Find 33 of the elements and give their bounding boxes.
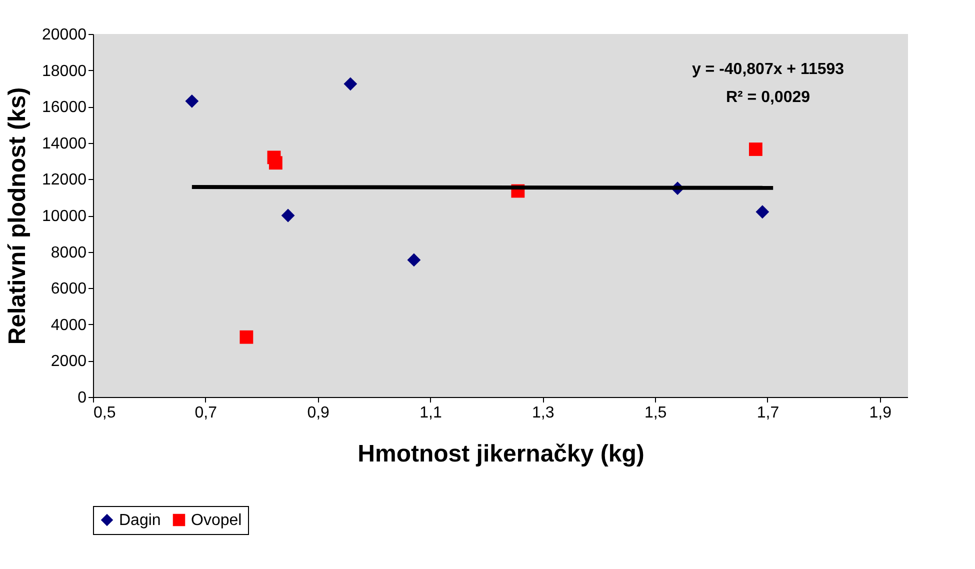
x-tick-label: 0,7 [194, 404, 218, 422]
point [281, 208, 295, 222]
legend-label: Dagin [119, 512, 161, 529]
x-axis-title: Hmotnost jikernačky (kg) [358, 440, 644, 468]
legend-label: Ovopel [191, 512, 242, 529]
x-tick-label: 1,1 [420, 404, 442, 422]
point [344, 77, 358, 91]
point [185, 94, 199, 108]
point [240, 330, 254, 344]
x-tick-label: 1,7 [756, 404, 780, 422]
x-tick-label: 1,3 [532, 404, 554, 422]
annotation: y = -40,807x + 11593 [692, 61, 844, 78]
y-tick-label: 18000 [42, 62, 87, 80]
y-tick-label: 10000 [42, 208, 87, 225]
x-tick-label: 0,5 [94, 404, 116, 422]
y-tick-label: 8000 [50, 244, 87, 262]
y-tick-label: 20000 [42, 26, 87, 44]
y-axis-title: Relativní plodnost (ks) [4, 87, 32, 345]
annotation: R² = 0,0029 [726, 89, 810, 106]
point [268, 156, 282, 170]
x-tick-label: 1,5 [644, 404, 667, 422]
y-tick-label: 2000 [50, 353, 87, 370]
y-tick-label: 12000 [42, 172, 87, 189]
y-tick-label: 0 [78, 390, 87, 406]
x-tick-label: 1,9 [869, 404, 892, 422]
y-tick-label: 6000 [50, 280, 87, 298]
point [748, 142, 762, 156]
x-tick-label: 0,9 [307, 404, 330, 422]
y-tick-label: 4000 [50, 316, 87, 334]
y-tick-label: 16000 [42, 99, 87, 116]
point [756, 205, 770, 219]
y-tick-label: 14000 [42, 135, 87, 152]
point [407, 253, 421, 267]
